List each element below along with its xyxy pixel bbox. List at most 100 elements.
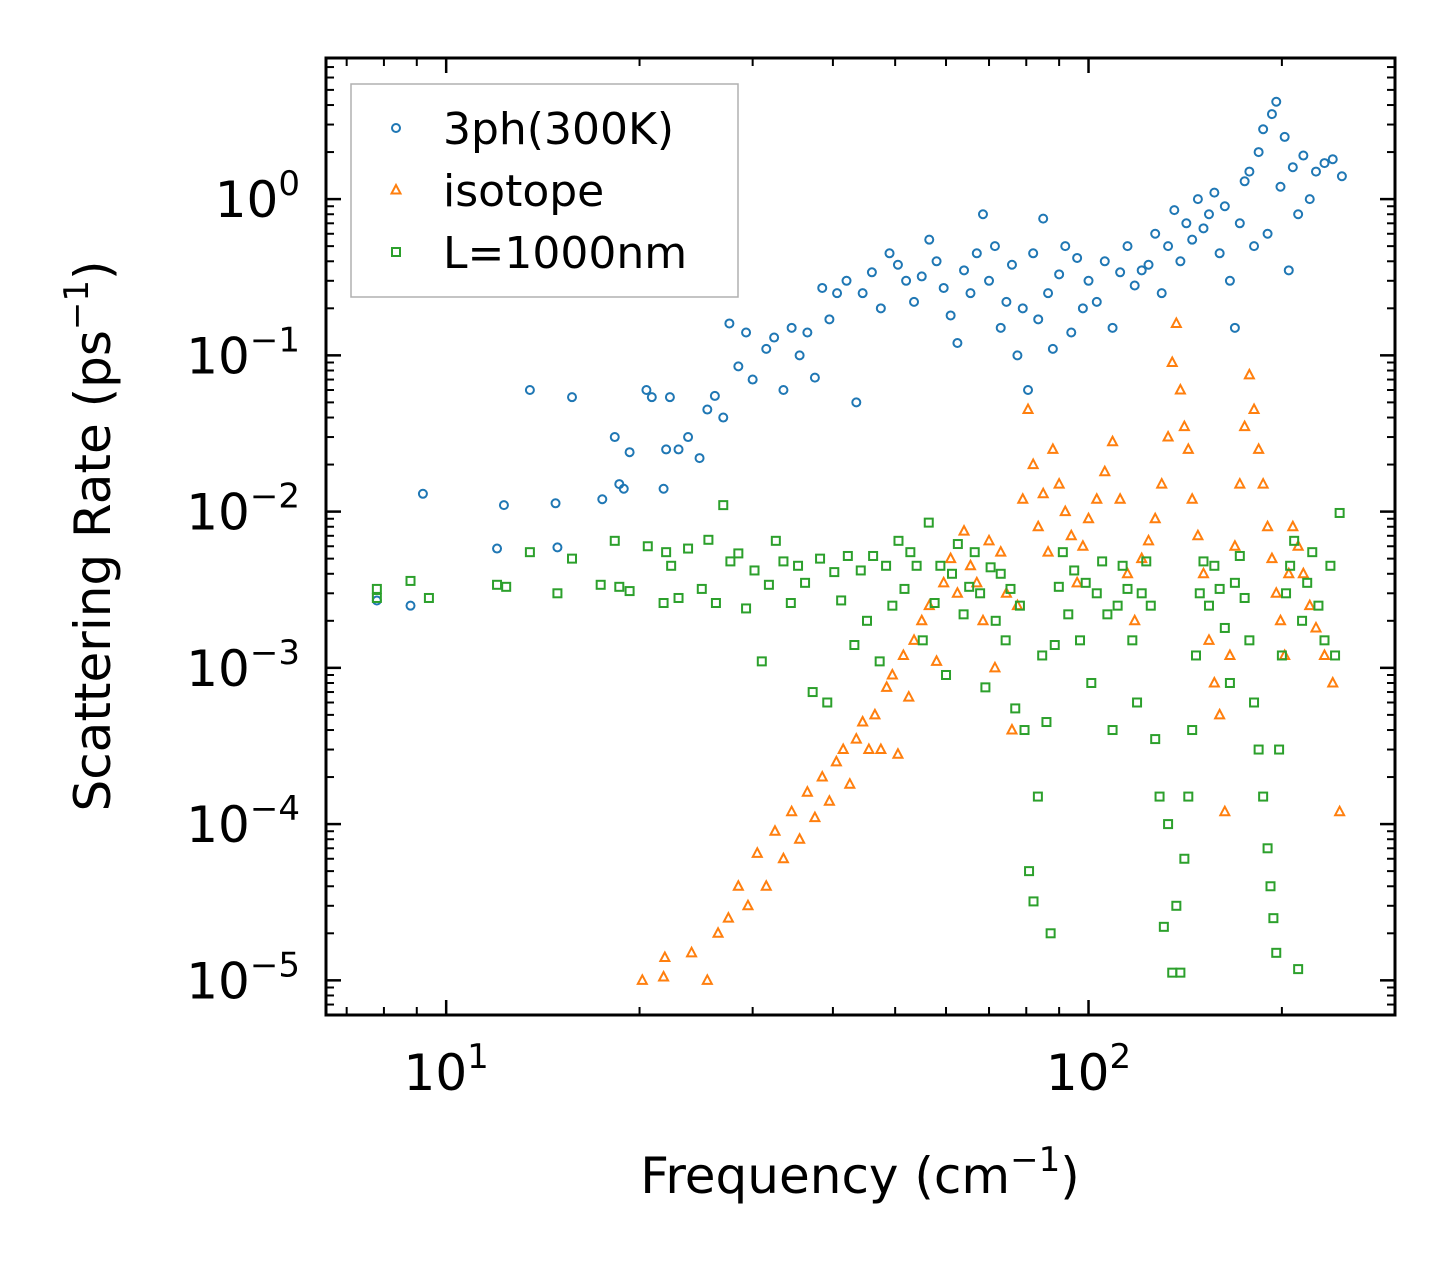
data-point xyxy=(709,390,720,401)
data-point xyxy=(1183,791,1194,802)
data-point xyxy=(1243,367,1256,380)
data-point xyxy=(1252,442,1265,454)
data-point xyxy=(1336,171,1347,182)
data-point xyxy=(1286,519,1299,532)
data-point xyxy=(785,598,796,609)
data-point xyxy=(971,248,982,259)
data-point xyxy=(1304,194,1315,205)
data-point xyxy=(1080,577,1091,588)
data-point xyxy=(793,560,804,571)
data-point xyxy=(552,588,563,599)
data-point xyxy=(802,327,813,338)
data-point xyxy=(786,322,797,333)
legend-marker xyxy=(389,182,403,195)
data-point xyxy=(778,556,789,567)
data-point xyxy=(1244,166,1255,177)
y-tick-label: 10−3 xyxy=(186,633,300,698)
data-point xyxy=(609,432,620,443)
data-point xyxy=(1024,866,1035,877)
data-point xyxy=(982,533,996,546)
data-point xyxy=(777,851,790,864)
data-point xyxy=(850,731,863,744)
data-point xyxy=(1097,556,1108,567)
data-point xyxy=(1208,675,1221,688)
data-point xyxy=(1169,205,1180,216)
data-point xyxy=(1171,900,1182,911)
data-point xyxy=(1106,434,1119,447)
data-point xyxy=(808,810,822,823)
data-point xyxy=(711,926,725,938)
data-point xyxy=(1066,327,1077,338)
data-point xyxy=(823,794,836,806)
data-point xyxy=(868,707,882,720)
data-point xyxy=(1028,248,1039,259)
data-point xyxy=(1098,464,1111,477)
data-point xyxy=(1136,588,1147,599)
data-point xyxy=(862,742,876,755)
data-point xyxy=(673,592,684,603)
data-point xyxy=(1174,382,1187,395)
data-point xyxy=(857,288,868,299)
data-point xyxy=(683,543,694,554)
data-point xyxy=(899,583,910,594)
data-point xyxy=(1006,259,1017,270)
data-point xyxy=(1281,588,1292,599)
data-point xyxy=(1045,928,1056,939)
data-point xyxy=(1302,577,1313,588)
data-point xyxy=(1239,176,1250,187)
data-point xyxy=(1334,507,1345,518)
data-point xyxy=(901,275,912,286)
data-point xyxy=(1297,566,1310,579)
data-point xyxy=(567,392,578,403)
data-point xyxy=(567,553,578,564)
data-point xyxy=(1298,150,1309,161)
data-point xyxy=(664,392,675,403)
data-point xyxy=(1234,218,1245,229)
data-point xyxy=(830,754,843,767)
data-point xyxy=(1122,583,1133,594)
data-point xyxy=(732,879,745,891)
data-point xyxy=(733,361,744,372)
data-point xyxy=(724,318,735,329)
data-point xyxy=(1319,635,1330,646)
data-point xyxy=(1190,650,1201,661)
data-point xyxy=(702,404,713,415)
data-point xyxy=(816,769,829,782)
data-point xyxy=(1307,547,1318,558)
data-point xyxy=(1091,588,1102,599)
legend-label: 3ph(300K) xyxy=(443,104,674,155)
data-point xyxy=(1319,158,1330,169)
data-point xyxy=(1038,213,1049,224)
data-point xyxy=(801,785,814,797)
series-1-points xyxy=(636,316,1346,985)
data-point xyxy=(1060,241,1071,252)
data-point xyxy=(1142,533,1155,546)
data-point xyxy=(1253,744,1264,755)
data-point xyxy=(1041,717,1052,728)
data-point xyxy=(646,392,657,403)
data-point xyxy=(1209,187,1220,198)
data-point xyxy=(1077,303,1088,314)
data-point xyxy=(1234,550,1245,561)
data-point xyxy=(1102,609,1113,620)
data-point xyxy=(1258,124,1269,135)
data-point xyxy=(741,327,752,338)
data-point xyxy=(1283,265,1294,276)
data-point xyxy=(1262,228,1273,239)
data-point xyxy=(951,586,964,598)
data-point xyxy=(747,374,758,385)
data-point xyxy=(909,296,920,307)
data-point xyxy=(965,288,976,299)
data-point xyxy=(1203,209,1214,220)
data-point xyxy=(1053,581,1064,592)
legend-entry-1: isotope xyxy=(389,166,604,217)
data-point xyxy=(761,343,772,354)
data-point xyxy=(1229,322,1240,333)
data-point xyxy=(1149,511,1162,524)
data-point xyxy=(969,547,980,558)
data-point xyxy=(417,488,428,499)
data-point xyxy=(614,581,625,592)
y-tick-label: 10−1 xyxy=(186,320,300,385)
data-point xyxy=(1021,402,1035,415)
data-point xyxy=(1326,675,1339,688)
